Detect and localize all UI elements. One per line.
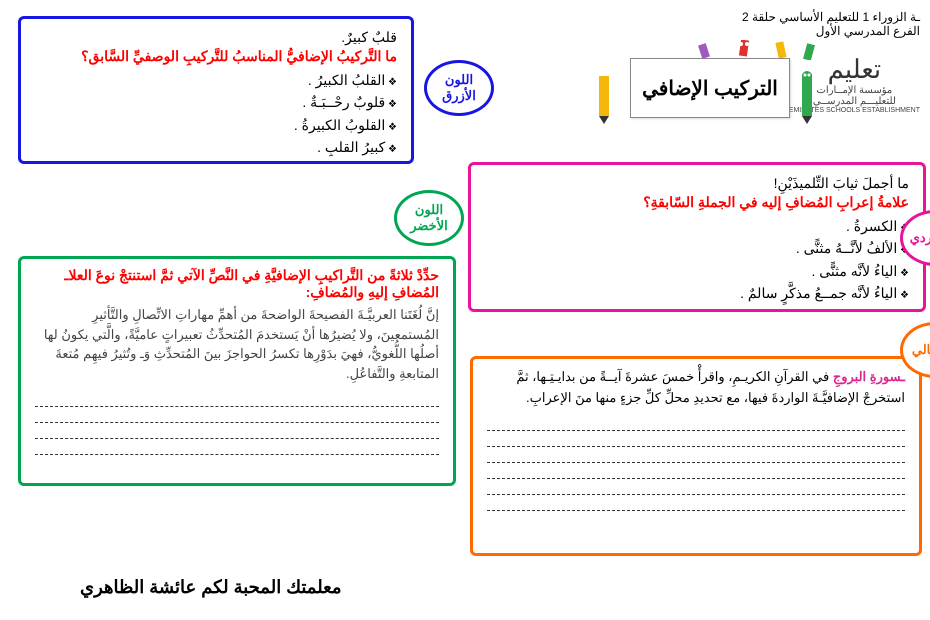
orange-answer-lines [487,415,905,511]
blue-option: قلوبٌ رحْــبَـةٌ . [35,91,397,113]
orange-task-box: ـسورةِ البروجِ في القرآنِ الكريـمِ، واقر… [470,356,922,556]
answer-line[interactable] [35,423,439,439]
answer-line[interactable] [35,407,439,423]
blue-question-box: قلبٌ كبيرٌ. ما التَّركيبُ الإضافيُّ المن… [18,16,414,164]
blue-options: القلبُ الكبيرُ . قلوبٌ رحْــبَـةٌ . القل… [35,69,397,159]
pink-option: الكسرةُ . [485,215,909,237]
answer-line[interactable] [35,391,439,407]
green-tag: اللون الأخضر [394,190,464,246]
green-answer-lines [35,391,439,455]
pink-lead: ما أجملَ ثيابَ التِّلميذَيْنِ! [485,173,909,194]
answer-line[interactable] [487,495,905,511]
pencil-right-icon [795,68,819,128]
header-text: ـة الزوراء 1 للتعليم الأساسي حلقة 2 الفر… [742,10,920,38]
green-task-box: حدِّدْ ثلاثةً من التَّراكيبِ الإضافيَّةِ… [18,256,456,486]
blue-tag: اللون الأزرق [424,60,494,116]
blue-option: كبيرُ القلبِ . [35,136,397,158]
pink-option: الياءُ لأنَّه مثنًّى . [485,260,909,282]
pink-options: الكسرةُ . الألفُ لأنَّــهُ مثنًّى . اليا… [485,215,909,305]
pencil-left-icon [593,70,615,126]
pink-question-box: ما أجملَ ثيابَ التِّلميذَيْنِ! علامةُ إع… [468,162,926,312]
answer-line[interactable] [487,463,905,479]
blue-option: القلبُ الكبيرُ . [35,69,397,91]
orange-intro: ـسورةِ البروجِ في القرآنِ الكريـمِ، واقر… [487,367,905,409]
orange-highlight: ـسورةِ البروجِ [833,369,905,384]
pink-question: علامةُ إعرابِ المُضافِ إليه في الجملةِ ا… [485,194,909,211]
green-question: حدِّدْ ثلاثةً من التَّراكيبِ الإضافيَّةِ… [35,267,439,301]
answer-line[interactable] [487,431,905,447]
blue-question: ما التَّركيبُ الإضافيُّ المناسبُ للتَّرك… [35,48,397,65]
page-title: التركيب الإضافي [630,58,790,118]
pencils-icon [695,40,815,60]
blue-lead: قلبٌ كبيرٌ. [35,27,397,48]
answer-line[interactable] [487,415,905,431]
answer-line[interactable] [487,479,905,495]
footer-signature: معلمتك المحبة لكم عائشة الظاهري [80,577,341,598]
header-line2: الفرع المدرسي الأول [742,24,920,38]
answer-line[interactable] [487,447,905,463]
header-line1: ـة الزوراء 1 للتعليم الأساسي حلقة 2 [742,10,920,24]
pink-option: الياءُ لأنَّه جمــعُ مذكَّرٍ سالمٌ . [485,282,909,304]
blue-option: القلوبُ الكبيرةُ . [35,114,397,136]
green-body: إنَّ لُغَتَنا العربيَّـةَ الفصيحةَ الواض… [35,305,439,383]
pink-option: الألفُ لأنَّــهُ مثنًّى . [485,237,909,259]
answer-line[interactable] [35,439,439,455]
title-wrap: التركيب الإضافي [595,40,815,130]
